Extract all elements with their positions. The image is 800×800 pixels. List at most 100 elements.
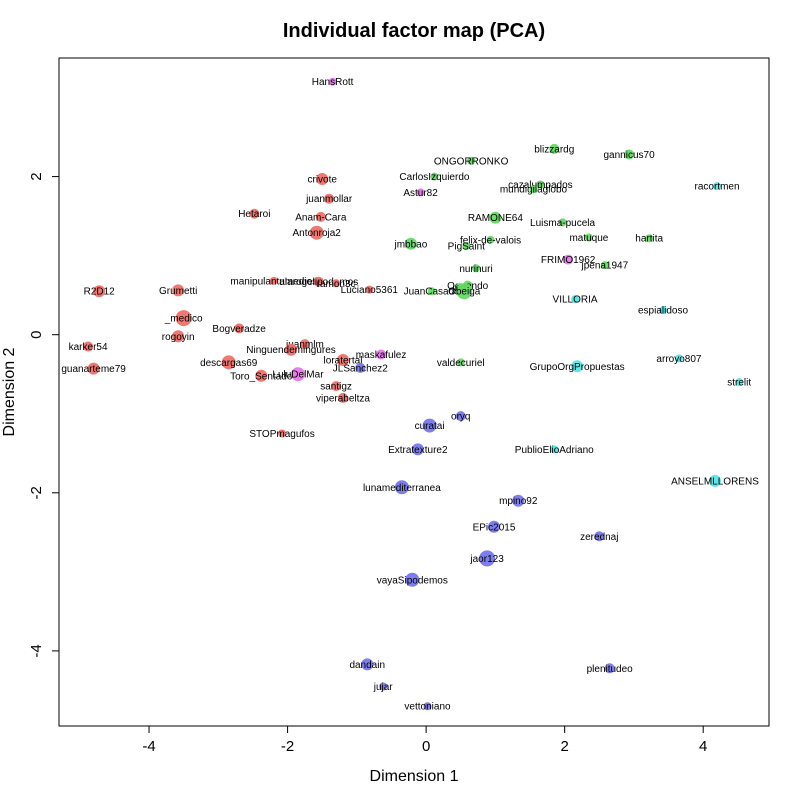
point-label: ramon3c [317,279,356,290]
point-label: cazalumpados [508,180,572,191]
data-point: CarlosIzquierdo [399,172,469,183]
point-marker [674,354,683,363]
point-marker [584,233,593,242]
x-tick-label: 2 [560,738,568,755]
point-label: Bogveradze [212,324,266,335]
point-marker [93,285,106,298]
point-label: Astur82 [403,188,438,199]
point-marker [713,182,722,191]
point-marker [379,682,388,691]
point-marker [471,264,480,273]
data-point: ONGORRONKO [434,156,509,167]
point-label: felix-de-valois [460,235,521,246]
point-marker [309,225,324,240]
point-marker [338,392,348,403]
point-label: Extratexture2 [388,445,448,456]
point-marker [529,185,538,194]
point-marker [488,520,501,533]
point-marker [249,208,260,219]
point-label: vettoniano [404,702,451,713]
y-axis: -4 -2 0 2 [28,172,59,658]
data-point: GrupoOrgPropuestas [530,360,625,373]
point-label: racortmen [695,182,740,193]
data-point: valdecuriel [437,358,485,369]
data-point: Astur82 [403,188,438,199]
point-marker [563,254,574,265]
data-point: curatai [415,418,445,433]
point-marker [430,172,439,181]
x-tick-label: 0 [422,738,430,755]
point-marker [290,367,305,382]
data-point: oryq [451,411,470,423]
point-label: strelit [727,378,751,389]
data-point: rogoyin [162,330,195,343]
data-point: viperabeltza [316,392,370,404]
point-label: zerednaj [580,532,618,543]
data-point: ramon3c [317,279,356,290]
data-point: mundigilaglobo [500,185,568,196]
point-label: guanarteme79 [61,364,126,375]
point-label: maskafulez [356,350,407,361]
point-marker [324,193,335,204]
point-label: nurinuri [459,264,492,275]
data-point: PublioElioAdriano [515,445,594,456]
data-point: santigz [320,381,352,393]
point-marker [645,234,654,243]
data-point: PigSaint [448,242,485,253]
point-label: Ninguendemingures [246,345,336,356]
point-label: STOPmagufos [249,429,314,440]
point-marker [416,188,425,197]
point-label: karker54 [69,342,108,353]
data-point: FRIMO1962 [541,254,596,266]
point-marker [427,287,436,296]
point-label: blizzardg [534,144,574,155]
point-marker [361,658,374,671]
point-label: vayaSipodemos [377,575,448,586]
data-point: Grumetti [159,284,197,297]
data-point: ANSELMLLORENS [671,474,759,487]
y-tick-label: -4 [28,644,45,657]
point-marker [269,276,278,285]
x-tick-label: 4 [699,738,707,755]
point-label: ANSELMLLORENS [671,476,759,487]
point-label: EPic2015 [473,522,516,533]
data-point: felix-de-valois [460,235,521,246]
chart-title: Individual factor map (PCA) [283,20,545,42]
data-point: descargas69 [200,355,258,370]
point-label: jmbbao [393,239,427,250]
point-marker [467,156,476,165]
data-point: STOPmagufos [249,429,314,440]
data-point: racortmen [695,182,740,193]
point-marker [315,211,326,222]
data-point: HansRott [312,77,354,88]
point-label: valdecuriel [437,358,485,369]
point-marker [550,445,559,454]
point-marker [285,343,298,356]
point-label: espialidoso [638,306,688,317]
point-label: descargas69 [200,358,258,369]
data-point: zerednaj [580,531,618,543]
data-point: jpena1947 [580,261,628,272]
y-tick-label: 0 [28,331,45,339]
point-marker [489,211,502,224]
data-point: strelit [727,378,751,389]
point-label: Hetaroi [238,209,270,220]
data-point: vettoniano [404,702,451,713]
data-point: guanarteme79 [61,362,126,375]
data-point: lunamediterranea [363,480,441,495]
point-label: jpena1947 [580,261,628,272]
point-marker [536,180,545,189]
point-label: FRIMO1962 [541,255,596,266]
plot-frame [58,57,770,727]
data-point: Anam-Cara [295,211,347,223]
data-point: mpino92 [499,494,538,507]
point-marker [462,242,471,251]
point-label: ONGORRONKO [434,156,509,167]
point-label: loratertal [324,355,363,366]
data-point: jmbbao [393,237,428,250]
point-label: Anam-Cara [295,212,347,223]
point-label: rogoyin [162,332,195,343]
point-marker [404,237,417,250]
point-marker [255,369,268,382]
point-marker [549,143,560,154]
